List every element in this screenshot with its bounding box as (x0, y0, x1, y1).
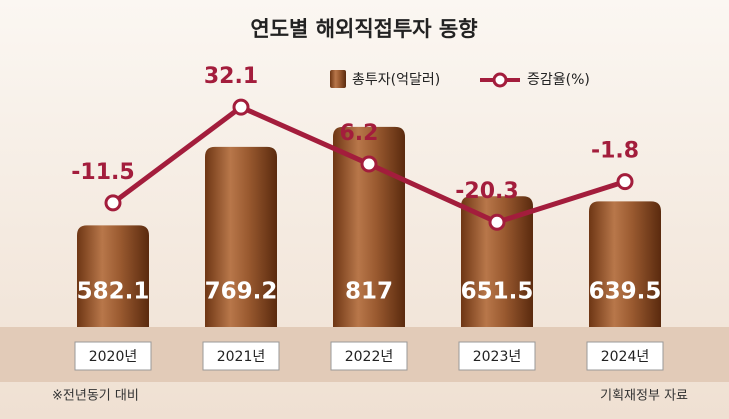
bar-value-label: 582.1 (77, 279, 150, 305)
x-tick-label: 2023년 (473, 349, 522, 365)
legend-line-icon (492, 72, 508, 88)
bar (77, 225, 149, 327)
bar-value-label: 817 (345, 279, 393, 305)
bar (589, 201, 661, 327)
bar-value-label: 639.5 (589, 279, 662, 305)
line-value-label: -20.3 (455, 179, 518, 204)
category-box (330, 341, 408, 371)
bar-value-label: 651.5 (461, 279, 534, 305)
note: ※전년동기 대비 (52, 389, 139, 404)
category-box (586, 341, 664, 371)
x-tick-label: 2022년 (345, 349, 394, 365)
bar (333, 126, 405, 328)
line-value-label: 32.1 (204, 64, 258, 89)
bar (461, 196, 533, 327)
line-value-label: -11.5 (71, 160, 134, 185)
source: 기획재정부 자료 (600, 389, 688, 404)
bar-value-label: 769.2 (205, 279, 278, 305)
category-box (74, 341, 152, 371)
category-box (202, 341, 280, 371)
x-tick-label: 2021년 (217, 349, 266, 365)
line-point (616, 173, 634, 191)
x-tick-label: 2020년 (89, 349, 138, 365)
legend-bar-icon (330, 70, 346, 88)
line-point (104, 194, 122, 212)
line-point (488, 213, 506, 231)
legend-label: 증감율(%) (527, 72, 590, 88)
chart-title: 연도별 해외직접투자 동향 (250, 17, 477, 41)
line-point (232, 98, 250, 116)
legend-label: 총투자(억달러) (352, 72, 440, 88)
x-tick-label: 2024년 (601, 349, 650, 365)
bar (205, 146, 277, 327)
category-box (458, 341, 536, 371)
line-point (360, 155, 378, 173)
line-value-label: -1.8 (591, 139, 639, 164)
line-value-label: 6.2 (340, 121, 379, 146)
